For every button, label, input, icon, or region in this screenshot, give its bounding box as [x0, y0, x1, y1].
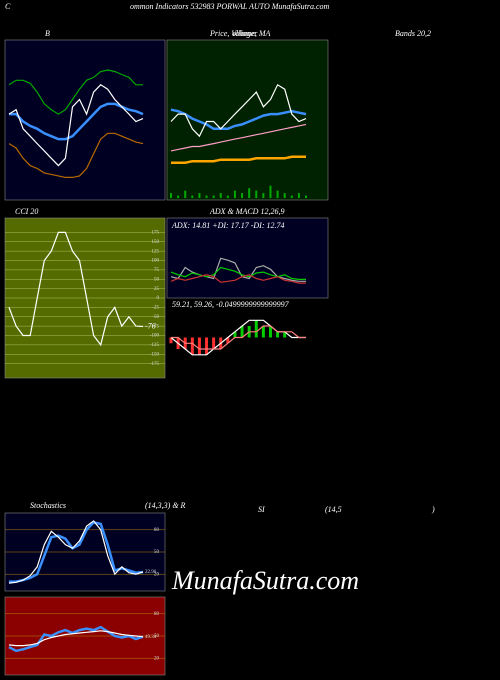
page-title: ommon Indicators 532983 PORWAL AUTO Muna…: [130, 2, 330, 11]
volume-bar: [191, 195, 194, 198]
series-line: [8, 625, 144, 653]
volume-bar: [233, 190, 236, 198]
series-line: [171, 325, 306, 350]
series-line: [8, 69, 143, 115]
volume-bar: [226, 195, 229, 198]
volume-bar: [255, 190, 258, 198]
volume-bar: [297, 193, 300, 198]
volume-bar: [269, 185, 272, 198]
histogram-bar: [233, 331, 237, 338]
last-value-label: 22.96: [145, 570, 157, 575]
y-tick-label: -150: [150, 352, 160, 357]
stoch-title-part: ): [431, 505, 435, 514]
series-line: [171, 155, 306, 164]
volume-bar: [248, 188, 251, 198]
volume-bar: [170, 193, 172, 198]
volume-bar: [177, 195, 180, 198]
volume-bar: [276, 190, 279, 198]
volume-bar: [290, 195, 293, 198]
stoch-title-part: (14,5: [325, 505, 342, 514]
series-line: [8, 630, 144, 647]
chart-title: Price, Volume, MA: [209, 29, 271, 38]
y-tick-label: -175: [150, 362, 160, 367]
chart-title: 59.21, 59.26, -0.0499999999999997: [172, 300, 290, 309]
series-line: [170, 108, 307, 131]
chart-title: B: [45, 29, 50, 38]
y-tick-label: -100: [150, 334, 160, 339]
stoch-title-part: SI: [258, 505, 265, 514]
chart-title: ADX & MACD 12,26,9: [209, 207, 284, 216]
histogram-bar: [254, 320, 258, 338]
y-tick-label: -25: [152, 306, 159, 311]
histogram-bar: [212, 337, 216, 349]
y-tick-label: 80: [154, 528, 160, 533]
y-tick-label: 20: [154, 572, 160, 577]
volume-bar: [205, 195, 208, 198]
histogram-bar: [205, 337, 209, 355]
page-title-initial: C: [5, 2, 11, 11]
chart-subtitle: (14,3,3) & R: [145, 501, 186, 510]
y-tick-label: -75: [152, 324, 159, 329]
volume-bar: [241, 193, 244, 198]
volume-bar: [305, 195, 307, 198]
volume-bar: [184, 190, 187, 198]
y-tick-label: 25: [154, 287, 160, 292]
series-line: [170, 274, 306, 284]
y-tick-label: 175: [152, 231, 160, 236]
series-line: [170, 83, 307, 138]
y-tick-label: 50: [154, 634, 160, 639]
histogram-bar: [197, 337, 201, 355]
volume-bar: [212, 195, 215, 198]
histogram-bar: [283, 331, 287, 338]
y-tick-label: -50: [152, 315, 159, 320]
series-line: [170, 266, 306, 280]
chart-subtitle: ADX: 14.81 +DI: 17.17 -DI: 12.74: [171, 221, 285, 230]
y-tick-label: 125: [152, 249, 160, 254]
volume-bar: [198, 193, 201, 198]
histogram-bar: [226, 337, 230, 344]
last-value-label: -76: [145, 321, 156, 330]
chart-subtitle: ollinger: [232, 29, 258, 38]
histogram-bar: [190, 337, 194, 355]
chart-title: Stochastics: [30, 501, 66, 510]
watermark: MunafaSutra.com: [171, 566, 359, 595]
y-tick-label: 0: [157, 296, 160, 301]
series-line: [8, 84, 144, 167]
histogram-bar: [240, 326, 244, 338]
series-line: [8, 231, 144, 347]
panel: [166, 217, 329, 299]
histogram-bar: [268, 326, 272, 338]
bands-label: Bands 20,2: [395, 29, 431, 38]
y-tick-label: -125: [150, 343, 160, 348]
series-line: [8, 520, 144, 584]
volume-bar: [262, 193, 265, 198]
series-line: [8, 132, 144, 178]
series-line: [170, 257, 306, 282]
series-line: [170, 123, 307, 152]
histogram-bar: [169, 337, 173, 344]
y-tick-label: 50: [154, 277, 160, 282]
y-tick-label: 50: [154, 550, 160, 555]
histogram-bar: [276, 331, 280, 338]
last-value-label: 49.34: [145, 635, 157, 640]
y-tick-label: 80: [154, 612, 160, 617]
volume-bar: [219, 193, 222, 198]
y-tick-label: 75: [154, 268, 160, 273]
volume-bar: [283, 193, 286, 198]
histogram-bar: [261, 326, 265, 338]
chart-title: CCI 20: [15, 207, 38, 216]
y-tick-label: 150: [152, 240, 160, 245]
y-tick-label: 100: [152, 259, 160, 264]
y-tick-label: 20: [154, 656, 160, 661]
